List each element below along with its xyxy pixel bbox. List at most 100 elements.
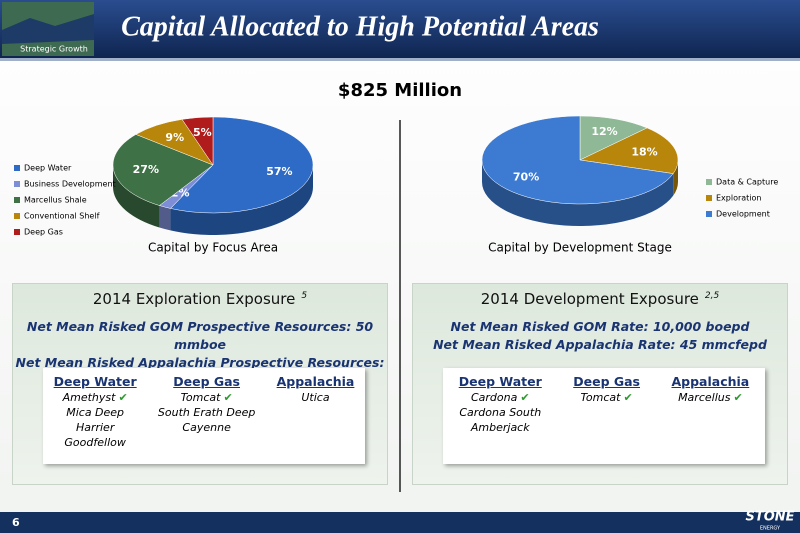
footnote: 5 [301,291,308,301]
section-label: Strategic Growth [20,45,88,54]
project-column: Deep Gas Tomcat ✔ South Erath Deep Cayenne [158,374,255,464]
total-label: $825 Million [338,80,462,101]
project-name: Amberjack [470,421,530,434]
project-box: Deep Water Amethyst ✔ Mica Deep Harrier Goodf… [43,368,365,464]
project-column: Deep Water Cardona ✔ Cardona South Amberjack [459,374,542,464]
project-row: Utica [277,390,355,405]
page-number: 6 [12,516,20,529]
project-name: Goodfellow [64,436,126,449]
panel-title: 2014 Exploration Exposure [92,290,296,308]
legend-swatch [706,179,712,185]
data-label: 57% [266,165,292,178]
legend-label: Deep Water [24,164,72,173]
check-icon: ✔ [223,391,233,404]
metric-line: Net Mean Risked Appalachia Rate: 45 mmcf… [433,337,767,352]
project-name: Cardona [470,391,518,404]
metric-line: Net Mean Risked GOM Rate: 10,000 boepd [450,319,750,334]
footer-band [0,512,800,533]
column-heading: Deep Gas [173,374,241,389]
project-row: Tomcat ✔ [573,390,640,405]
header-band [0,0,800,58]
logo-sub: ENERGY [760,526,781,532]
project-name: Cayenne [182,421,231,434]
column-heading: Deep Water [458,374,542,389]
exploration-panel: 2014 Exploration Exposure 5 Net Mean Riske… [12,283,388,485]
legend-label: Marcellus Shale [24,196,87,205]
legend-swatch [706,211,712,217]
legend-swatch [14,229,20,235]
project-name: Marcellus [678,391,731,404]
panel-title: 2014 Development Exposure [480,290,699,308]
project-name: South Erath Deep [157,406,256,419]
panel-title-row: 2014 Exploration Exposure 5 [13,290,387,308]
slice [579,127,679,174]
legend-label: Development [716,210,770,219]
project-name: Amethyst [62,391,116,404]
project-name: Mica Deep [66,406,125,419]
slice [112,134,214,206]
legend-swatch [14,197,20,203]
check-icon: ✔ [733,391,743,404]
project-column: Deep Water Amethyst ✔ Mica Deep Harrier Goodf… [54,374,137,464]
project-row: Harrier [54,420,137,435]
legend-swatch [706,195,712,201]
legend-label: Deep Gas [24,228,63,237]
project-row: South Erath Deep [158,405,255,420]
project-row: Amberjack [459,420,542,435]
development-panel: 2014 Development Exposure 2,5 Net Mean Ris… [412,283,788,485]
legend-label: Conventional Shelf [24,212,100,221]
slice [169,116,314,214]
project-row: Goodfellow [54,435,137,450]
column-heading: Appalachia [276,374,355,389]
project-name: Harrier [75,421,115,434]
data-label: 12% [591,125,617,138]
project-name: Utica [301,391,330,404]
project-name: Cardona South [459,406,542,419]
slice-side [159,205,171,231]
legend-swatch [14,181,20,187]
header-image-hills [2,14,94,44]
slice-side [482,160,674,227]
data-label: 18% [631,146,657,159]
legend-label: Data & Capture [716,178,778,187]
check-icon: ✔ [118,391,128,404]
project-row: Mica Deep [54,405,137,420]
legend-label: Business Development [24,180,116,189]
chart-title: Capital by Development Stage [488,241,672,255]
legend-swatch [14,213,20,219]
project-column: Appalachia Marcellus ✔ [671,374,749,464]
project-column: Appalachia Utica [277,374,355,464]
data-label: 70% [513,171,539,184]
slide-title: Capital Allocated to High Potential Area… [121,11,599,42]
panel-lines: Net Mean Risked GOM Rate: 10,000 boepd Ne… [413,318,787,354]
metric-line: Net Mean Risked GOM Prospective Resource… [26,319,374,352]
legend-swatch [14,165,20,171]
chart-title: Capital by Focus Area [148,241,278,255]
slice-side [673,160,678,196]
slice-side [113,165,160,228]
data-label: 27% [133,163,159,176]
check-icon: ✔ [623,391,633,404]
slice [481,115,674,205]
project-row: Cardona ✔ [459,390,542,405]
header-rule [0,58,800,61]
project-row: Marcellus ✔ [671,390,749,405]
panel-title-row: 2014 Development Exposure 2,5 [413,290,787,308]
logo: STONE [745,510,794,525]
data-label: 5% [193,126,212,139]
project-row: Tomcat ✔ [158,390,255,405]
project-name: Tomcat [180,391,221,404]
slice-side [170,165,313,235]
footnote: 2,5 [704,291,720,301]
slice [579,115,648,161]
data-label: 9% [165,131,184,144]
project-row: Amethyst ✔ [54,390,137,405]
column-heading: Deep Water [53,374,137,389]
check-icon: ✔ [520,391,530,404]
project-name: Tomcat [580,391,621,404]
project-row: Cayenne [158,420,255,435]
project-column: Deep Gas Tomcat ✔ [573,374,640,464]
column-heading: Deep Gas [573,374,641,389]
